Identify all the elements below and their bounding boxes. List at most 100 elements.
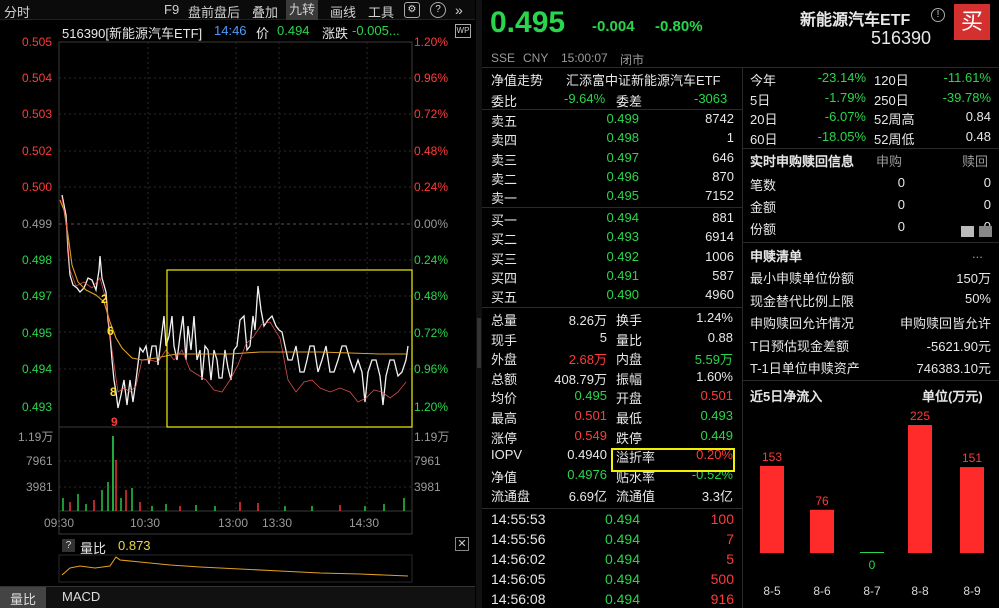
pct-tick: 1.20% (414, 400, 449, 414)
period-value: -23.14% (817, 70, 866, 85)
collapse-icon[interactable] (979, 226, 992, 237)
volume-tick-right: 7961 (414, 454, 441, 468)
volume-tick-left: 1.19万 (18, 430, 54, 444)
period-label: 今年 (750, 73, 777, 88)
sell-level-volume: 870 (712, 168, 734, 184)
netflow-value-label: 76 (815, 494, 829, 508)
tick-price: 0.494 (604, 551, 640, 567)
quote-market: SSE (491, 51, 516, 65)
tab-intraday[interactable]: 分时 (4, 5, 31, 20)
redeem-title: 实时申购赎回信息 (750, 154, 855, 169)
edit-icon[interactable] (961, 226, 974, 237)
netflow-category-label: 8-9 (963, 584, 981, 598)
help-icon[interactable]: ? (430, 2, 446, 18)
redeem-row-label: 金额 (750, 200, 777, 215)
tab-draw-line[interactable]: 画线 (330, 5, 357, 20)
sell-level-price: 0.496 (606, 168, 639, 184)
nav-trend-label[interactable]: 净值走势 (491, 73, 544, 88)
netflow-value-label: 153 (762, 450, 782, 464)
sell-level-label: 卖三 (491, 152, 518, 168)
order-diff-label: 委差 (616, 94, 643, 109)
sell-level-label: 卖五 (491, 114, 518, 129)
quote-time: 15:00:07 (561, 51, 608, 65)
sub-chart-label: 量比 (80, 541, 107, 556)
netflow-value-label: 151 (962, 451, 982, 465)
period-label: 250日 (874, 92, 909, 108)
price-tick: 0.499 (22, 217, 53, 231)
stat-value: 8.26万 (568, 313, 607, 328)
buy-level-label: 买三 (491, 251, 518, 267)
redeem-row-label: 笔数 (750, 178, 777, 193)
buy-level-label: 买四 (491, 270, 518, 286)
list-row-label: 现金替代比例上限 (750, 293, 855, 309)
tick-price: 0.494 (604, 531, 640, 547)
sub-chart-help-icon[interactable]: ? (62, 539, 75, 552)
tab-nine-turn[interactable]: 九转 (286, 0, 319, 20)
netflow-category-label: 8-8 (911, 584, 929, 598)
nine-turn-label-6: 6 (107, 324, 114, 338)
buy-level-label: 买一 (491, 213, 518, 228)
tab-tools[interactable]: 工具 (368, 5, 395, 20)
list-row-value: -5621.90元 (926, 338, 991, 354)
sell-level-price: 0.495 (606, 188, 639, 204)
nine-turn-label-8: 8 (110, 385, 117, 399)
price-tick: 0.504 (22, 71, 53, 85)
netflow-bar (908, 425, 932, 553)
list-title: 申赎清单 (750, 249, 803, 264)
sell-level-volume: 7152 (705, 188, 734, 204)
wp-icon[interactable]: WP (455, 24, 471, 38)
stat-value: 1.24% (696, 310, 733, 325)
nine-turn-label-2: 2 (101, 292, 108, 306)
buy-level-price: 0.491 (606, 267, 639, 283)
divider (742, 242, 999, 243)
pct-tick: 0.48% (414, 144, 449, 158)
expand-chevron-icon[interactable]: » (455, 2, 463, 18)
period-label: 60日 (750, 131, 778, 147)
tab-overlay[interactable]: 叠加 (252, 5, 279, 20)
tab-volume-ratio[interactable]: 量比 (0, 587, 47, 608)
buy-level-volume: 6914 (705, 229, 734, 245)
tick-volume: 100 (710, 511, 734, 527)
stat-label: 总额 (491, 371, 518, 387)
quote-currency: CNY (523, 51, 549, 65)
time-tick: 10:30 (130, 516, 161, 530)
buy-level-price: 0.490 (606, 287, 639, 303)
time-tick: 13:00 (218, 516, 249, 530)
order-diff-value: -3063 (694, 91, 728, 106)
quote-price: 0.495 (490, 6, 566, 39)
tab-f9[interactable]: F9 (164, 2, 180, 17)
settings-gear-icon[interactable]: ⚙ (404, 2, 420, 18)
buy-button[interactable]: 买 (954, 4, 990, 40)
period-label: 52周低 (874, 131, 915, 147)
stat-value: 408.79万 (554, 371, 607, 387)
price-tick: 0.503 (22, 107, 53, 121)
period-value: -1.79% (824, 89, 866, 105)
tab-pre-post-market[interactable]: 盘前盘后 (188, 5, 241, 20)
price-tick: 0.500 (22, 180, 53, 194)
pct-tick: 1.20% (414, 35, 449, 49)
stat-label: 振幅 (616, 371, 643, 387)
divider (482, 109, 742, 110)
close-icon[interactable]: ✕ (455, 537, 469, 551)
buy-level-volume: 587 (712, 267, 734, 283)
period-value: -39.78% (942, 89, 991, 105)
pct-tick: 0.96% (414, 71, 449, 85)
panel-resize-handle[interactable] (477, 318, 481, 368)
intraday-chart[interactable]: 2 6 8 9 (0, 20, 475, 586)
chart-price-label: 价 (256, 26, 270, 41)
sell-level-label: 卖四 (491, 133, 518, 149)
buy-level-volume: 1006 (705, 248, 734, 264)
price-line (61, 194, 409, 409)
info-icon[interactable]: ! (931, 8, 945, 22)
tab-macd[interactable]: MACD (62, 589, 101, 604)
list-row-label: T-1日单位申赎资产 (750, 361, 860, 376)
sub-chart-frame (58, 554, 413, 583)
list-more-button[interactable]: ... (972, 246, 983, 261)
time-tick: 09:30 (44, 516, 75, 530)
stat-value: 0.493 (700, 408, 733, 423)
volume-ratio-line (61, 556, 409, 577)
order-ratio-value: -9.64% (564, 91, 606, 106)
price-tick: 0.502 (22, 144, 53, 158)
chart-cursor-time: 14:46 (214, 23, 247, 38)
quote-status: 闭市 (620, 53, 645, 67)
